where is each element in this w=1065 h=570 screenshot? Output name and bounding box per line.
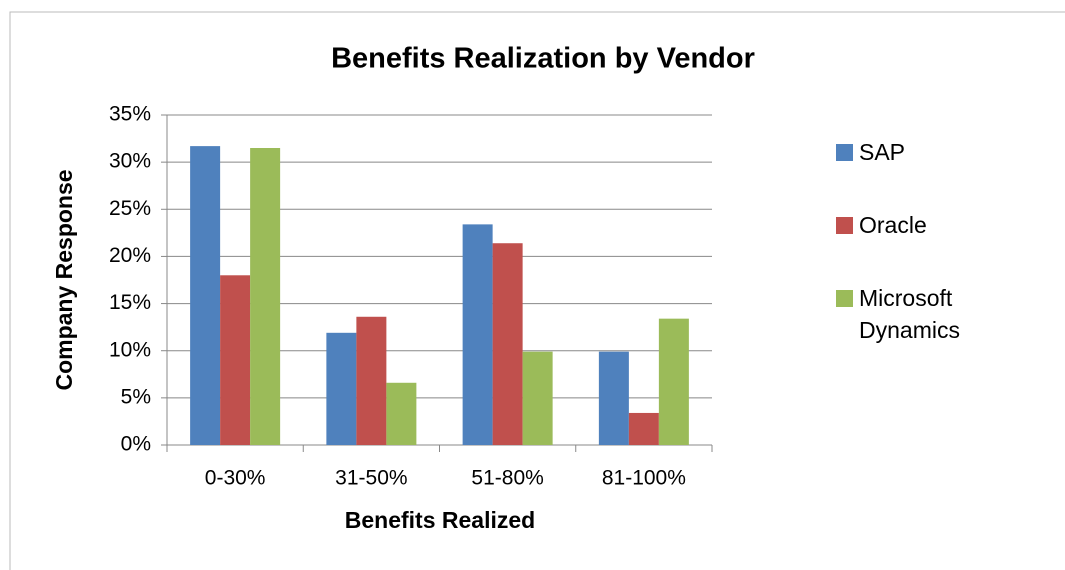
x-tick-label: 31-50% — [335, 467, 407, 490]
bar — [492, 243, 523, 445]
legend-item: SAP — [836, 136, 1036, 168]
bar — [326, 332, 357, 445]
bar — [628, 412, 659, 445]
legend-item: Oracle — [836, 209, 1036, 241]
y-tick-label: 15% — [109, 291, 151, 314]
legend-swatch — [836, 217, 853, 234]
x-tick-label: 0-30% — [205, 467, 266, 490]
x-axis-label: Benefits Realized — [345, 507, 535, 533]
legend: SAP Oracle Microsoft Dynamics — [836, 136, 1036, 387]
legend-label: Oracle — [859, 212, 927, 238]
legend-swatch — [836, 144, 853, 161]
y-tick-label: 0% — [121, 433, 151, 456]
bar — [386, 382, 417, 445]
bar — [356, 316, 387, 445]
bar — [190, 146, 221, 445]
bar — [462, 224, 493, 445]
bar — [250, 148, 281, 445]
x-tick-label: 81-100% — [602, 467, 686, 490]
y-tick-label: 30% — [109, 150, 151, 173]
bar — [220, 275, 251, 445]
legend-swatch — [836, 290, 853, 307]
bar — [598, 351, 629, 445]
legend-label: SAP — [859, 139, 906, 165]
y-tick-label: 25% — [109, 197, 151, 220]
frame — [9, 11, 1065, 570]
y-tick-label: 35% — [109, 103, 151, 126]
y-axis-label: Company Response — [51, 169, 77, 390]
bar — [658, 318, 689, 445]
x-tick-label: 51-80% — [471, 467, 543, 490]
bar — [522, 351, 553, 445]
y-tick-label: 10% — [109, 338, 151, 361]
y-tick-label: 5% — [121, 385, 151, 408]
legend-item: Microsoft Dynamics — [836, 282, 1036, 346]
chart-title: Benefits Realization by Vendor — [331, 43, 755, 75]
y-tick-label: 20% — [109, 244, 151, 267]
legend-label: Microsoft Dynamics — [859, 285, 960, 343]
